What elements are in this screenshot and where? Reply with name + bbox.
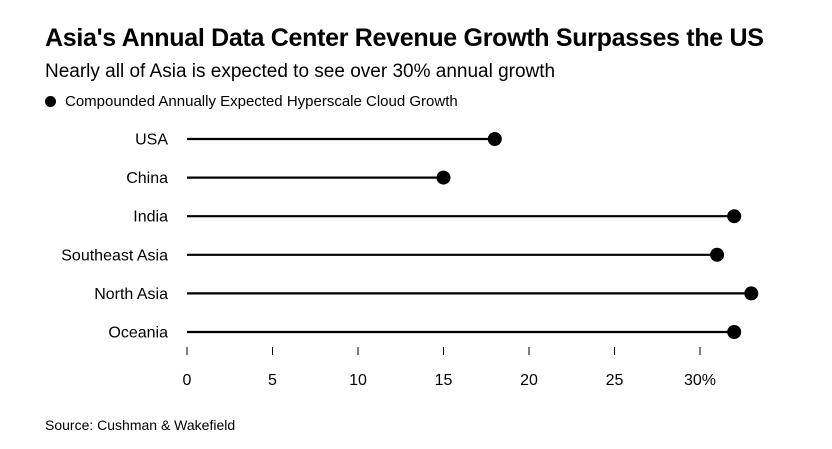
category-label-southeast-asia: Southeast Asia	[61, 247, 168, 264]
x-tick-label-0: 0	[183, 372, 192, 389]
category-label-oceania: Oceania	[108, 325, 168, 342]
point-north-asia	[744, 286, 759, 301]
point-oceania	[727, 325, 742, 339]
category-label-north-asia: North Asia	[94, 286, 168, 303]
point-china	[436, 170, 451, 185]
category-label-china: China	[126, 170, 168, 187]
x-tick-label-20: 20	[520, 372, 538, 389]
legend-marker	[45, 96, 56, 107]
chart-legend: Compounded Annually Expected Hyperscale …	[45, 93, 458, 110]
point-usa	[487, 132, 502, 146]
point-india	[727, 209, 742, 224]
category-label-usa: USA	[135, 132, 168, 149]
x-tick-label-10: 10	[349, 372, 367, 389]
chart-subtitle: Nearly all of Asia is expected to see ov…	[45, 61, 556, 82]
point-southeast-asia	[710, 247, 725, 262]
source-note: Source: Cushman & Wakefield	[45, 417, 236, 433]
x-tick-label-25: 25	[606, 372, 624, 389]
legend-label: Compounded Annually Expected Hyperscale …	[65, 93, 458, 110]
x-tick-label-5: 5	[268, 372, 277, 389]
chart-title: Asia's Annual Data Center Revenue Growth…	[45, 24, 764, 52]
category-label-india: India	[133, 209, 168, 226]
x-tick-label-15: 15	[435, 372, 453, 389]
x-tick-label-30: 30%	[684, 372, 716, 389]
